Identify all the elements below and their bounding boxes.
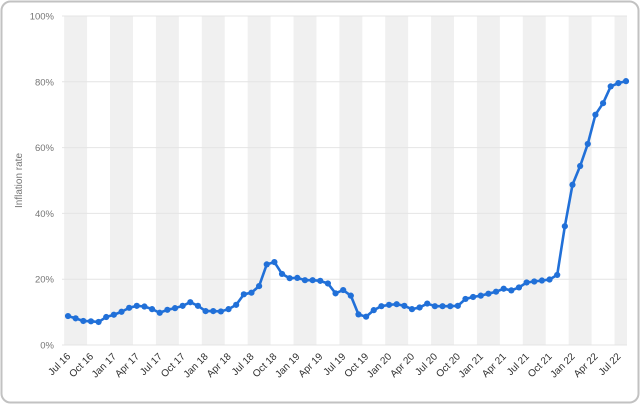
quarter-band <box>110 16 133 345</box>
data-point[interactable]: Apr 21: 17.1% <box>500 285 507 292</box>
data-point[interactable]: Oct 19: 8.6% <box>363 313 370 320</box>
data-point[interactable]: Apr 20: 10.9% <box>408 306 416 313</box>
data-point[interactable]: Jan 22: 48.7% <box>569 181 576 188</box>
data-point[interactable]: Aug 16: 8.1% <box>72 315 79 322</box>
data-point[interactable]: Nov 20: 14% <box>462 295 469 303</box>
y-axis-title: Inflation rate <box>14 153 25 208</box>
data-point[interactable]: Jul 21: 19% <box>523 279 530 286</box>
y-tick-label: 40% <box>35 209 55 220</box>
quarter-band <box>64 16 88 345</box>
data-point[interactable]: Nov 19: 10.6% <box>370 307 377 314</box>
data-point[interactable]: Jan 17: 9.2% <box>110 311 117 318</box>
y-tick-label: 0% <box>40 341 54 352</box>
data-point[interactable]: Apr 18: 10.9% <box>225 306 232 313</box>
y-tick-label: 60% <box>35 143 55 154</box>
quarter-band <box>201 16 225 345</box>
quarter-band <box>431 16 455 345</box>
data-point[interactable]: Oct 20: 11.9% <box>454 302 461 309</box>
data-point[interactable]: Oct 16: 7.2% <box>87 318 95 325</box>
data-point[interactable]: Nov 18: 21.6% <box>278 270 286 278</box>
data-point[interactable]: Jan 19: 20.4% <box>294 274 301 281</box>
data-point[interactable]: Dec 20: 14.6% <box>470 293 477 301</box>
data-point[interactable]: Sep 21: 19.6% <box>538 277 546 284</box>
data-point[interactable]: Aug 22: 80.2% <box>622 78 630 85</box>
quarter-band <box>476 16 500 345</box>
data-point[interactable]: Dec 18: 20.3% <box>286 275 293 282</box>
data-point[interactable]: Feb 19: 19.7% <box>301 277 309 284</box>
data-point[interactable]: Feb 17: 10.1% <box>118 308 125 315</box>
data-point[interactable]: Jun 19: 15.7% <box>332 290 339 297</box>
quarter-band <box>385 16 409 345</box>
data-point[interactable]: Aug 17: 10.7% <box>164 306 171 313</box>
data-point[interactable]: Jun 20: 12.6% <box>424 300 431 307</box>
data-point[interactable]: Jul 17: 9.8% <box>156 309 163 316</box>
data-point[interactable]: Nov 17: 13% <box>187 299 194 306</box>
data-point[interactable]: Feb 20: 12.4% <box>393 301 400 308</box>
data-point[interactable]: Feb 21: 15.6% <box>485 290 492 297</box>
data-point[interactable]: Jul 16: 8.8% <box>64 312 72 320</box>
data-point[interactable]: Aug 19: 15% <box>347 292 354 299</box>
data-point[interactable]: Jun 18: 15.4% <box>240 291 247 298</box>
y-tick-label: 20% <box>35 275 55 286</box>
data-point[interactable]: Aug 20: 11.8% <box>439 303 446 310</box>
data-point[interactable]: Mar 19: 19.7% <box>309 277 316 284</box>
data-point[interactable]: Mar 17: 11.3% <box>126 304 133 311</box>
quarter-band <box>522 16 546 345</box>
data-point[interactable]: Jan 20: 12.2% <box>385 301 393 308</box>
data-point[interactable]: Apr 17: 11.9% <box>133 302 140 309</box>
data-point[interactable]: Sep 20: 11.8% <box>447 303 454 310</box>
data-point[interactable]: Mar 20: 11.9% <box>401 302 408 309</box>
data-point[interactable]: Apr 19: 19.5% <box>317 277 324 284</box>
data-point[interactable]: May 17: 11.7% <box>141 303 148 310</box>
data-point[interactable]: Feb 22: 54.4% <box>577 162 584 170</box>
data-point[interactable]: Aug 21: 19.3% <box>531 278 538 285</box>
data-point[interactable]: Aug 18: 17.9% <box>256 283 263 290</box>
data-point[interactable]: Jul 22: 79.6% <box>615 80 622 87</box>
data-points[interactable]: Jul 16: 8.8%Aug 16: 8.1%Sep 16: 7.3%Oct … <box>64 78 630 326</box>
data-point[interactable]: Jan 18: 10.3% <box>202 308 209 315</box>
data-point[interactable]: May 19: 18.7% <box>324 280 331 287</box>
data-point[interactable]: Feb 18: 10.3% <box>210 308 217 315</box>
data-point[interactable]: Dec 17: 11.9% <box>194 302 202 309</box>
data-point[interactable]: May 22: 73.5% <box>599 100 607 107</box>
data-point[interactable]: Jan 21: 15% <box>477 292 484 299</box>
data-point[interactable]: Sep 18: 24.5% <box>263 261 270 268</box>
data-point[interactable]: Jul 20: 11.8% <box>431 303 438 310</box>
data-point[interactable]: Jun 22: 78.6% <box>607 83 614 90</box>
data-point[interactable]: Dec 19: 11.8% <box>378 303 385 310</box>
data-point[interactable]: Jul 18: 15.9% <box>248 289 255 296</box>
data-point[interactable]: Sep 17: 11.2% <box>171 305 179 312</box>
data-point[interactable]: Nov 21: 21.3% <box>554 271 561 279</box>
quarter-band <box>339 16 363 345</box>
quarter-band <box>568 16 592 345</box>
data-point[interactable]: Nov 16: 7% <box>95 318 102 326</box>
data-point[interactable]: Mar 21: 16.2% <box>492 288 500 295</box>
data-point[interactable]: Mar 22: 61.1% <box>584 140 591 148</box>
data-point[interactable]: Oct 21: 19.9% <box>546 276 553 283</box>
data-point[interactable]: Dec 16: 8.5% <box>103 313 110 321</box>
data-point[interactable]: Sep 16: 7.3% <box>80 317 87 325</box>
data-point[interactable]: Sep 19: 9.3% <box>355 311 362 318</box>
data-point[interactable]: Mar 18: 10.2% <box>217 308 224 315</box>
data-point[interactable]: May 20: 11.4% <box>416 304 423 311</box>
data-point[interactable]: Jul 19: 16.7% <box>340 286 347 294</box>
data-point[interactable]: Jun 21: 17.5% <box>515 284 523 291</box>
y-axis-labels: 0% 20% 40% 60% 80% 100% <box>30 12 55 352</box>
quarter-band <box>614 16 627 345</box>
data-point[interactable]: Apr 22: 70% <box>592 111 599 118</box>
data-point[interactable]: Oct 18: 25.2% <box>271 258 278 266</box>
data-point[interactable]: Dec 21: 36.1% <box>561 223 568 230</box>
data-point[interactable]: May 21: 16.6% <box>508 287 515 294</box>
data-point[interactable]: Jun 17: 10.9% <box>148 306 156 313</box>
data-point[interactable]: May 18: 12.2% <box>233 301 240 308</box>
y-tick-label: 80% <box>35 77 55 88</box>
quarter-band <box>293 16 317 345</box>
data-point[interactable]: Oct 17: 11.9% <box>179 302 186 309</box>
quarter-band <box>155 16 179 345</box>
y-tick-label: 100% <box>30 12 55 23</box>
